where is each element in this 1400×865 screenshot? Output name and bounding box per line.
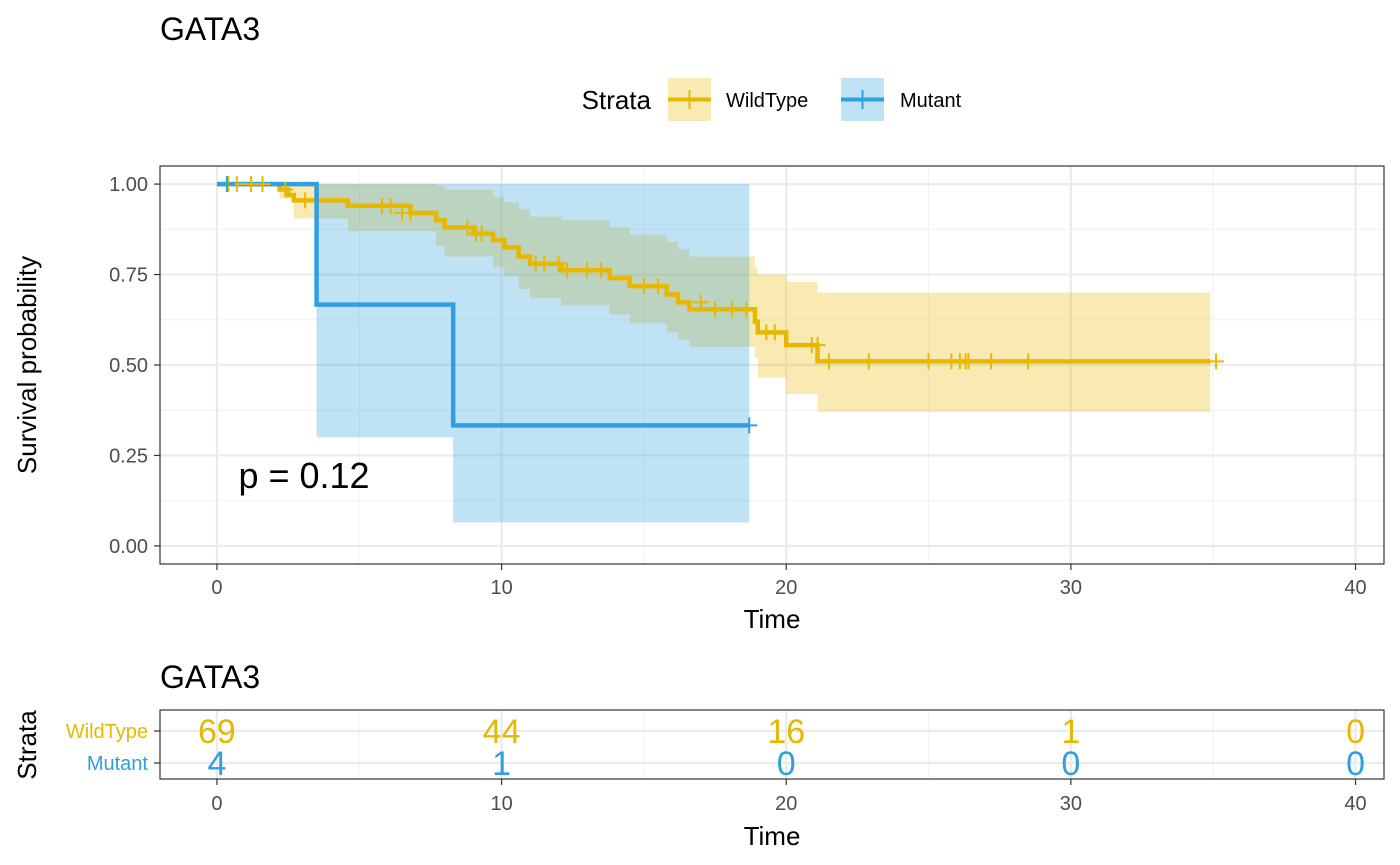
censor-mark-mutant bbox=[741, 417, 758, 434]
censor-mark-wildtype bbox=[473, 225, 490, 242]
risk-cell-mutant: 0 bbox=[1061, 745, 1080, 783]
censor-mark-wildtype bbox=[1208, 353, 1225, 370]
risk-table-panel-border bbox=[159, 709, 1385, 780]
y-tick-label: 0.00 bbox=[109, 536, 148, 558]
risk-x-tick-label: 10 bbox=[490, 793, 512, 815]
y-tick-label: 0.25 bbox=[109, 445, 148, 467]
y-axis-ticks: 0.00 0.25 0.50 0.75 1.00 bbox=[109, 174, 160, 558]
censor-mark-mutant bbox=[218, 176, 235, 193]
ci-band-mutant bbox=[216, 184, 750, 523]
survival-curves bbox=[216, 181, 1211, 428]
risk-row-label-mutant: Mutant bbox=[87, 753, 149, 775]
y-tick-label: 0.75 bbox=[109, 265, 148, 287]
x-axis-title: Time bbox=[744, 604, 801, 634]
censor-mark-wildtype bbox=[692, 294, 709, 311]
censor-mark-wildtype bbox=[809, 337, 826, 354]
legend-key-mutant bbox=[841, 78, 884, 121]
risk-table-row-labels: WildType Mutant bbox=[66, 721, 160, 775]
confidence-bands bbox=[216, 184, 1211, 523]
legend-label-wildtype: WildType bbox=[726, 90, 808, 112]
censor-mark-wildtype bbox=[382, 197, 399, 214]
x-tick-label: 20 bbox=[775, 577, 797, 599]
censor-mark-wildtype bbox=[650, 278, 667, 295]
risk-cell-wildtype: 69 bbox=[198, 713, 236, 751]
censor-marks bbox=[218, 176, 1225, 434]
x-tick-label: 30 bbox=[1060, 577, 1082, 599]
censor-mark-wildtype bbox=[860, 353, 877, 370]
censor-mark-wildtype bbox=[297, 192, 314, 209]
censor-mark-wildtype bbox=[559, 262, 576, 279]
censor-mark-wildtype bbox=[724, 301, 741, 318]
y-tick-label: 1.00 bbox=[109, 174, 148, 196]
risk-table-title: GATA3 bbox=[160, 659, 260, 695]
censor-mark-wildtype bbox=[983, 353, 1000, 370]
risk-table-y-axis-title: Strata bbox=[12, 710, 42, 780]
censor-mark-wildtype bbox=[402, 205, 419, 222]
x-tick-label: 40 bbox=[1344, 577, 1366, 599]
risk-cell-mutant: 1 bbox=[492, 745, 511, 783]
survival-plot-title: GATA3 bbox=[160, 11, 260, 47]
risk-x-tick-label: 40 bbox=[1344, 793, 1366, 815]
risk-table-x-axis-title: Time bbox=[744, 821, 801, 851]
censor-mark-wildtype bbox=[707, 301, 724, 318]
p-value-annotation: p = 0.12 bbox=[238, 455, 369, 496]
censor-mark-wildtype bbox=[277, 181, 294, 198]
survival-curve-wildtype bbox=[216, 181, 1211, 364]
risk-x-tick-label: 20 bbox=[775, 793, 797, 815]
risk-cell-wildtype: 0 bbox=[1346, 713, 1365, 751]
risk-cell-mutant: 0 bbox=[777, 745, 796, 783]
x-tick-label: 0 bbox=[211, 577, 222, 599]
risk-cell-mutant: 0 bbox=[1346, 745, 1365, 783]
x-tick-label: 10 bbox=[490, 577, 512, 599]
censor-mark-wildtype bbox=[550, 255, 567, 272]
censor-mark-wildtype bbox=[738, 301, 755, 318]
risk-x-tick-label: 0 bbox=[211, 793, 222, 815]
survival-curve-mutant bbox=[216, 181, 750, 428]
risk-x-tick-label: 30 bbox=[1060, 793, 1082, 815]
legend-title: Strata bbox=[582, 85, 652, 115]
legend-key-wildtype bbox=[668, 78, 711, 121]
y-tick-label: 0.50 bbox=[109, 355, 148, 377]
censor-mark-wildtype bbox=[459, 219, 476, 236]
risk-table-gridlines bbox=[160, 710, 1384, 779]
censor-mark-wildtype bbox=[254, 176, 271, 193]
censor-mark-wildtype bbox=[578, 262, 595, 279]
censor-mark-wildtype bbox=[766, 324, 783, 341]
risk-cell-mutant: 4 bbox=[207, 745, 226, 783]
censor-mark-wildtype bbox=[635, 278, 652, 295]
x-axis-ticks: 0 10 20 30 40 bbox=[211, 564, 1367, 599]
legend-label-mutant: Mutant bbox=[900, 90, 962, 112]
censor-mark-wildtype bbox=[1020, 353, 1037, 370]
risk-cell-wildtype: 16 bbox=[767, 713, 805, 751]
risk-table-cells: 69 44 16 1 04 1 0 0 0 bbox=[198, 713, 1365, 783]
censor-mark-wildtype bbox=[920, 353, 937, 370]
legend: Strata WildType Mutant bbox=[582, 78, 962, 121]
y-axis-title: Survival probability bbox=[12, 256, 42, 474]
risk-row-label-wildtype: WildType bbox=[66, 721, 148, 743]
censor-mark-wildtype bbox=[593, 262, 610, 279]
risk-cell-wildtype: 44 bbox=[483, 713, 521, 751]
censor-mark-wildtype bbox=[536, 255, 553, 272]
ci-band-wildtype bbox=[216, 184, 1211, 413]
censor-mark-wildtype bbox=[960, 353, 977, 370]
risk-table-x-ticks: 0 10 20 30 40 bbox=[211, 779, 1367, 815]
risk-cell-wildtype: 1 bbox=[1061, 713, 1080, 751]
censor-mark-wildtype bbox=[820, 353, 837, 370]
